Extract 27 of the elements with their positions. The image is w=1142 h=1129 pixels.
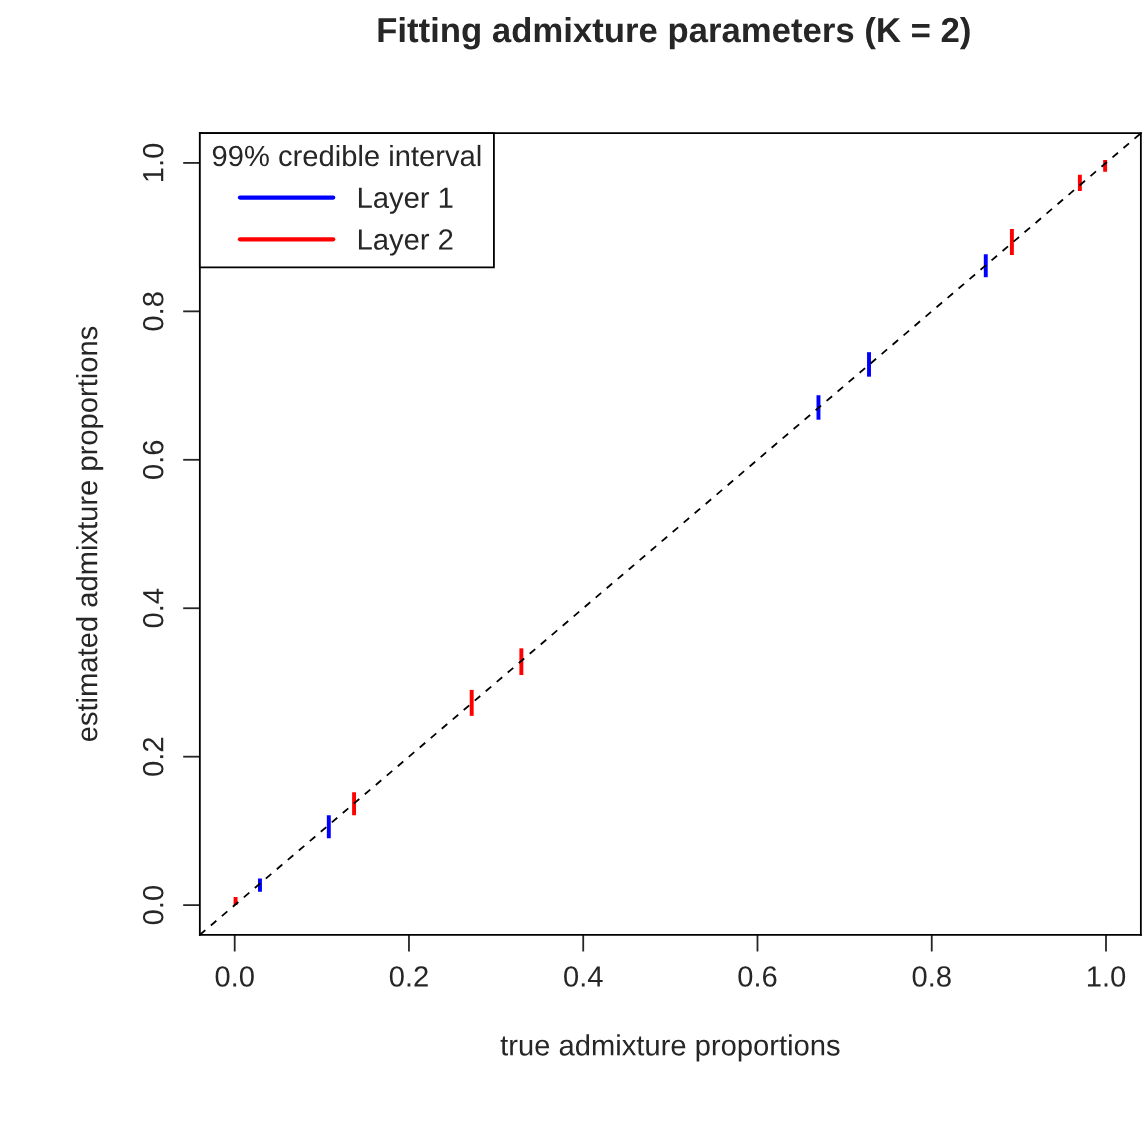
x-tick-label: 0.8 [912, 966, 951, 987]
y-tick-label: 0.2 [142, 737, 164, 776]
bar [1077, 174, 1082, 192]
x-tick-label: 0.2 [389, 966, 428, 987]
y-tick-label: 0.4 [142, 588, 164, 628]
bar [983, 254, 988, 278]
legend-label: Layer 1 [358, 187, 453, 214]
y-tick-label: 1.0 [142, 143, 164, 181]
legend-label: Layer 2 [358, 229, 453, 256]
x-tick-label: 0.4 [564, 966, 603, 987]
y-tick-label: 0.8 [142, 292, 164, 331]
bar [258, 878, 262, 892]
x-tick-label: 0.6 [738, 966, 777, 987]
bar [469, 689, 474, 716]
bar [519, 648, 524, 676]
bar [1009, 228, 1014, 255]
x-axis-title: true admixture proportions [500, 1034, 840, 1062]
bar [352, 792, 357, 816]
y-tick-label: 0.6 [142, 440, 164, 479]
bar [867, 352, 871, 377]
y-axis-title: estimated admixture proportions [76, 326, 104, 742]
chart-title: Fitting admixture parameters (K = 2) [378, 16, 970, 50]
legend-title: 99% credible interval [212, 144, 481, 167]
x-tick-label: 0.0 [215, 966, 254, 987]
x-tick-label: 1.0 [1087, 966, 1126, 987]
bar [326, 815, 331, 839]
y-tick-label: 0.0 [142, 885, 164, 925]
